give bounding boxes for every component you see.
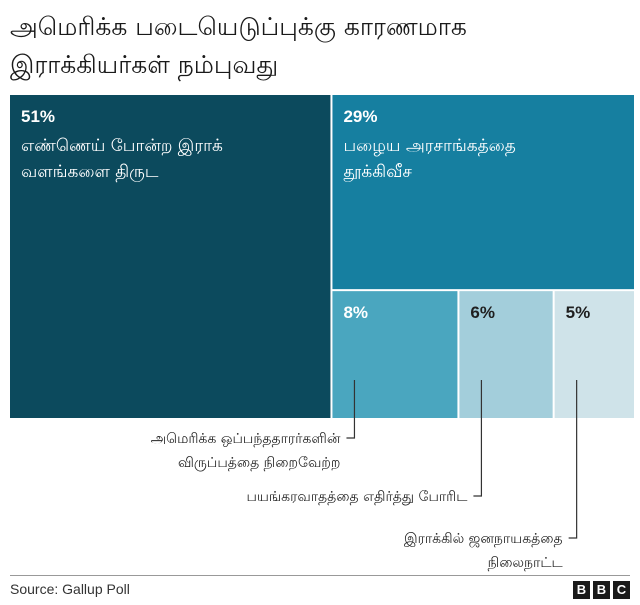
bbc-logo: B B C xyxy=(573,581,630,599)
source-note: Source: Gallup Poll xyxy=(10,581,130,597)
pct-label-topple_government: 29% xyxy=(343,107,377,126)
cell-label-topple_government: தூக்கிவீச xyxy=(343,162,412,182)
treemap-cell-contractors xyxy=(332,291,458,418)
treemap-cell-fight_terrorism xyxy=(459,291,553,418)
callout-label-fight_terrorism: பயங்கரவாதத்தை எதிர்த்து போரிட xyxy=(246,489,467,505)
treemap-cell-steal_oil xyxy=(10,95,331,418)
footer-divider xyxy=(10,575,630,576)
logo-letter: B xyxy=(573,581,590,599)
callout-line-contractors xyxy=(346,380,356,439)
cell-label-topple_government: பழைய அரசாங்கத்தை xyxy=(343,136,515,156)
logo-letter: B xyxy=(593,581,610,599)
cell-label-steal_oil: எண்ணெய் போன்ற இராக் xyxy=(21,136,223,156)
treemap-chart: 51% 29% 8% 6% 5% எண்ணெய் போன்ற இராக் வளங்களை த… xyxy=(10,95,634,571)
logo-letter: C xyxy=(613,581,630,599)
pct-label-establish_democracy: 5% xyxy=(566,303,591,322)
callout-label-establish_democracy: இராக்கில் ஜனநாயகத்தை xyxy=(404,531,563,548)
treemap-cell-establish_democracy xyxy=(554,291,634,418)
callout-label-contractors: அமெரிக்க ஒப்பந்ததாரர்களின் xyxy=(151,431,341,447)
treemap-cell-topple_government xyxy=(332,95,634,290)
pct-label-steal_oil: 51% xyxy=(21,107,55,126)
callout-line-establish_democracy xyxy=(568,380,578,539)
pct-label-fight_terrorism: 6% xyxy=(470,303,495,322)
callout-line-fight_terrorism xyxy=(473,380,483,497)
chart-title: அமெரிக்க படையெடுப்புக்கு காரணமாக இராக்கி… xyxy=(10,12,467,79)
cell-label-steal_oil: வளங்களை திருட xyxy=(21,162,159,182)
callout-label-contractors: விருப்பத்தை நிறைவேற்ற xyxy=(178,455,340,471)
pct-label-contractors: 8% xyxy=(343,303,368,322)
callout-label-establish_democracy: நிலைநாட்ட xyxy=(488,555,563,571)
